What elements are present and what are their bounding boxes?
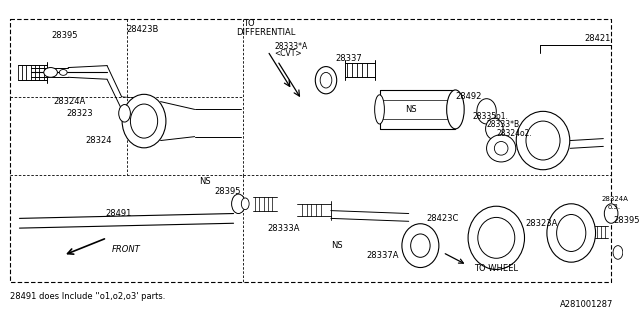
- Ellipse shape: [316, 67, 337, 94]
- Text: NS: NS: [331, 241, 342, 250]
- Ellipse shape: [613, 246, 623, 259]
- Text: 28333*B: 28333*B: [486, 120, 520, 130]
- Text: 28323A: 28323A: [525, 219, 558, 228]
- Text: TO: TO: [243, 19, 255, 28]
- Ellipse shape: [374, 95, 385, 124]
- Text: 28324A: 28324A: [54, 97, 86, 106]
- Ellipse shape: [447, 90, 464, 129]
- Text: 28333A: 28333A: [268, 224, 300, 233]
- Text: 28421: 28421: [585, 34, 611, 43]
- Text: 28491 does Include ''o1,o2,o3' parts.: 28491 does Include ''o1,o2,o3' parts.: [10, 292, 165, 301]
- Text: 28423B: 28423B: [127, 25, 159, 34]
- Text: 28323: 28323: [66, 109, 93, 118]
- Text: 28491: 28491: [105, 209, 131, 218]
- Text: 28324o2.: 28324o2.: [496, 129, 532, 138]
- Ellipse shape: [557, 214, 586, 252]
- Ellipse shape: [122, 94, 166, 148]
- Ellipse shape: [486, 118, 503, 140]
- Ellipse shape: [477, 99, 496, 124]
- Ellipse shape: [131, 104, 157, 138]
- Text: o.3.: o.3.: [607, 204, 620, 210]
- Text: 28337A: 28337A: [366, 251, 398, 260]
- Text: 28395: 28395: [613, 216, 639, 225]
- Ellipse shape: [44, 68, 58, 77]
- Ellipse shape: [468, 206, 525, 269]
- Ellipse shape: [241, 198, 249, 210]
- Text: 28423C: 28423C: [426, 214, 459, 223]
- Ellipse shape: [478, 217, 515, 258]
- Text: DIFFERENTIAL: DIFFERENTIAL: [236, 28, 296, 37]
- Text: NS: NS: [200, 177, 211, 186]
- Text: 28395: 28395: [214, 187, 241, 196]
- Text: 28395: 28395: [52, 31, 78, 40]
- Text: 28337: 28337: [336, 54, 362, 63]
- Ellipse shape: [547, 204, 596, 262]
- Text: TO WHEEL: TO WHEEL: [474, 265, 518, 274]
- Text: <CVT>: <CVT>: [275, 49, 302, 59]
- Ellipse shape: [526, 121, 560, 160]
- Text: 28333*A: 28333*A: [275, 42, 308, 51]
- Text: FRONT: FRONT: [112, 245, 141, 254]
- Text: 28335o1.: 28335o1.: [473, 112, 509, 121]
- Ellipse shape: [604, 204, 618, 223]
- Text: 28324A: 28324A: [602, 196, 628, 202]
- Ellipse shape: [119, 105, 131, 122]
- Ellipse shape: [494, 141, 508, 155]
- Text: 28324: 28324: [86, 136, 112, 145]
- Ellipse shape: [402, 224, 439, 268]
- Ellipse shape: [60, 69, 67, 75]
- Text: A281001287: A281001287: [560, 300, 613, 308]
- Ellipse shape: [411, 234, 430, 257]
- Ellipse shape: [232, 194, 245, 213]
- Text: 28492: 28492: [456, 92, 482, 101]
- Text: NS: NS: [405, 105, 417, 114]
- Ellipse shape: [486, 135, 516, 162]
- Ellipse shape: [516, 111, 570, 170]
- Ellipse shape: [320, 72, 332, 88]
